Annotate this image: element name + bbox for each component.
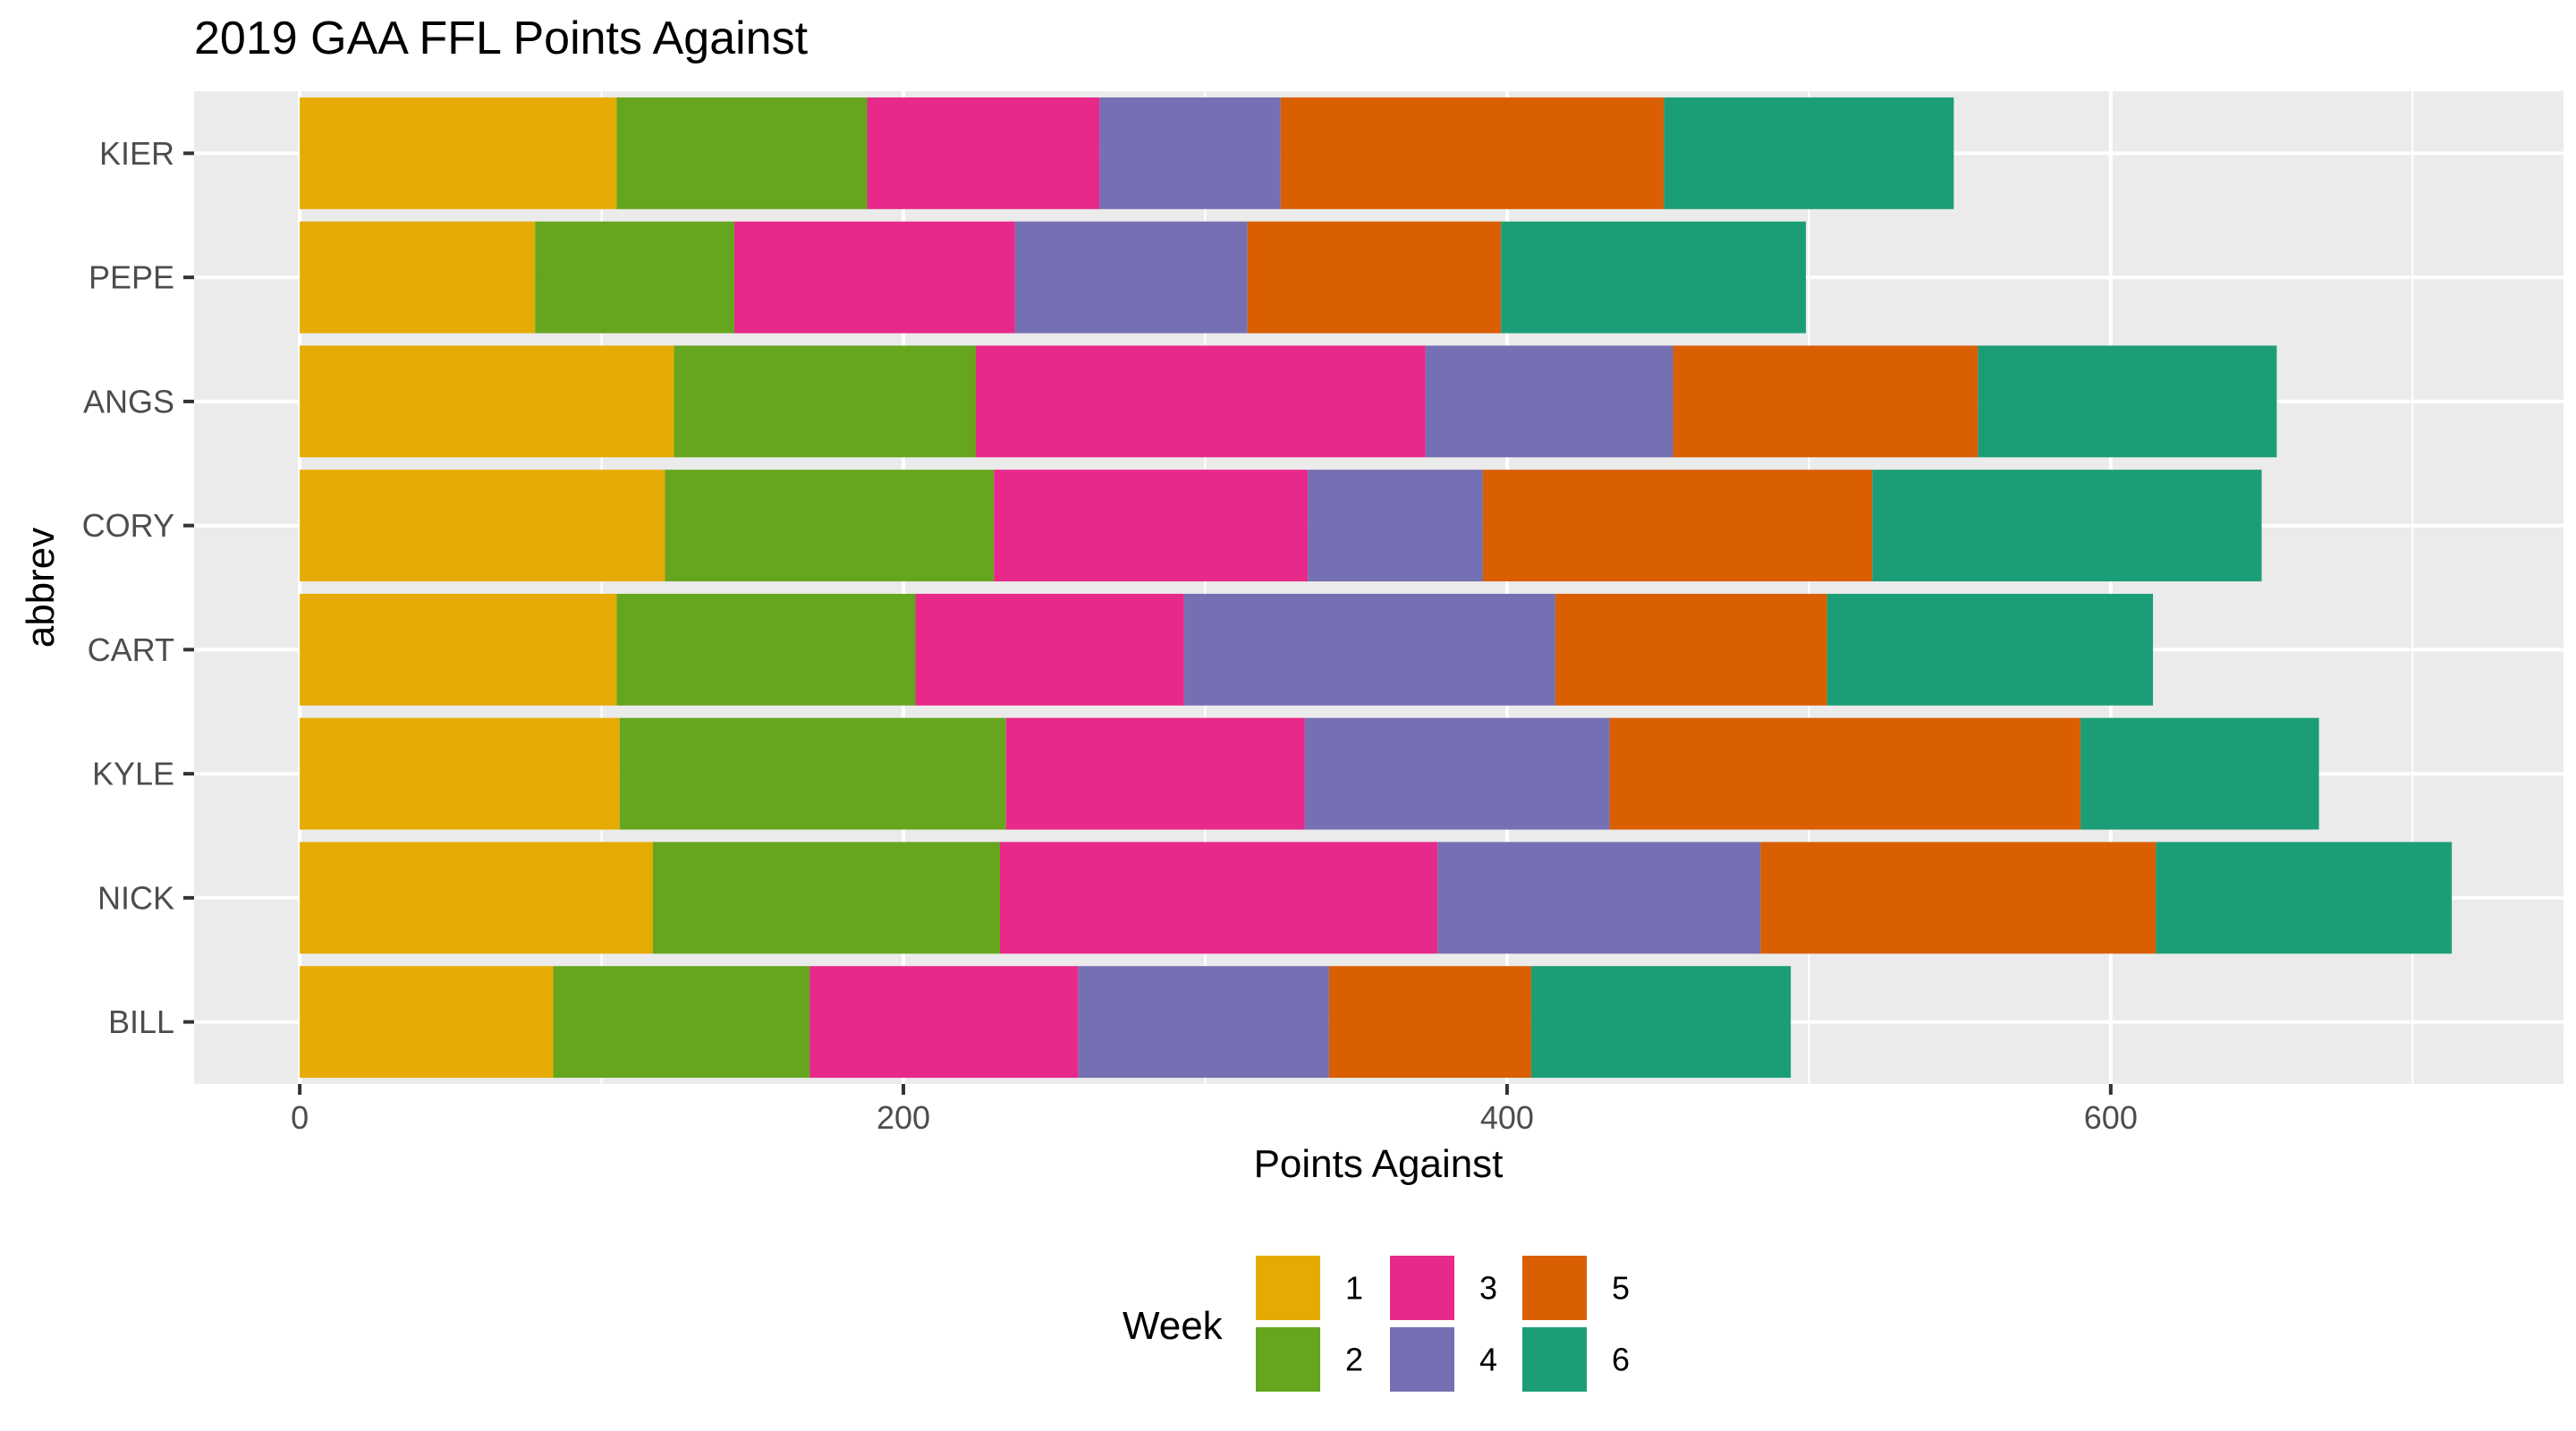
y-tick-label: NICK [97,879,174,916]
bar-segment [300,97,617,209]
y-tick-label: CORY [82,507,174,544]
legend: Week 1 2 3 4 5 6 [1123,1256,1630,1392]
bar-segment [976,345,1426,458]
bar-segment [674,345,977,458]
x-tick-label: 600 [2084,1099,2138,1136]
bar-segment [867,97,1100,209]
x-axis: 0 200 400 600 [291,1084,2138,1136]
bar-segment [1078,966,1329,1079]
bar-segment [1664,97,1954,209]
bar-segment [300,593,617,706]
legend-label: 1 [1345,1270,1363,1307]
bar-segment [1099,97,1281,209]
bar-segment [1978,345,2277,458]
bar-segment [999,842,1438,954]
bar-segment [1005,717,1305,830]
y-axis-title: abbrev [19,528,63,648]
x-tick-label: 0 [291,1099,309,1136]
y-tick-label: CART [88,631,174,668]
bar-segment [1826,593,2154,706]
legend-label: 6 [1612,1342,1630,1378]
bar-segment [300,842,653,954]
bar-segment [616,97,868,209]
bar-segment [809,966,1079,1079]
bar-segment [1872,470,2262,582]
bar-segment [1501,221,1806,334]
bar-segment [535,221,735,334]
bar-segment [1425,345,1674,458]
bar-segment [300,345,674,458]
bar-segment [1328,966,1531,1079]
bar-segment [553,966,810,1079]
legend-key [1522,1256,1587,1320]
bar-segment [1280,97,1665,209]
y-tick-label: BILL [108,1003,174,1040]
bar-segment [994,470,1309,582]
legend-label: 4 [1479,1342,1497,1378]
bars [300,97,2453,1079]
legend-title: Week [1123,1304,1224,1348]
legend-label: 3 [1479,1270,1497,1307]
bar-segment [300,221,536,334]
legend-key [1256,1256,1320,1320]
y-tick-label: KIER [99,135,174,172]
legend-key [1256,1327,1320,1392]
bar-segment [1183,593,1555,706]
bar-segment [300,470,665,582]
bar-segment [1014,221,1248,334]
x-axis-title: Points Against [1254,1142,1504,1186]
y-tick-label: KYLE [92,756,174,792]
legend-label: 5 [1612,1270,1630,1307]
bar-segment [616,593,916,706]
bar-segment [1555,593,1827,706]
legend-label: 2 [1345,1342,1363,1378]
bar-segment [1308,470,1483,582]
bar-segment [1482,470,1873,582]
bar-segment [1247,221,1502,334]
y-tick-label: PEPE [89,259,174,296]
bar-segment [734,221,1015,334]
bar-segment [1530,966,1792,1079]
bar-segment [300,966,554,1079]
chart-title: 2019 GAA FFL Points Against [194,13,809,64]
legend-key [1390,1327,1454,1392]
y-tick-label: ANGS [83,383,174,419]
bar-segment [665,470,995,582]
bar-segment [1760,842,2157,954]
bar-segment [1673,345,1979,458]
bar-segment [2156,842,2453,954]
y-axis: KIER PEPE ANGS CORY CART KYLE NICK BILL [82,135,194,1040]
x-tick-label: 200 [877,1099,930,1136]
x-tick-label: 400 [1480,1099,1534,1136]
legend-items: 1 2 3 4 5 6 [1256,1256,1630,1392]
bar-segment [1609,717,2081,830]
legend-key [1522,1327,1587,1392]
bar-segment [2080,717,2319,830]
bar-segment [619,717,1006,830]
bar-segment [915,593,1184,706]
bar-segment [300,717,620,830]
legend-key [1390,1256,1454,1320]
bar-segment [1304,717,1610,830]
bar-segment [652,842,1000,954]
bar-segment [1437,842,1761,954]
